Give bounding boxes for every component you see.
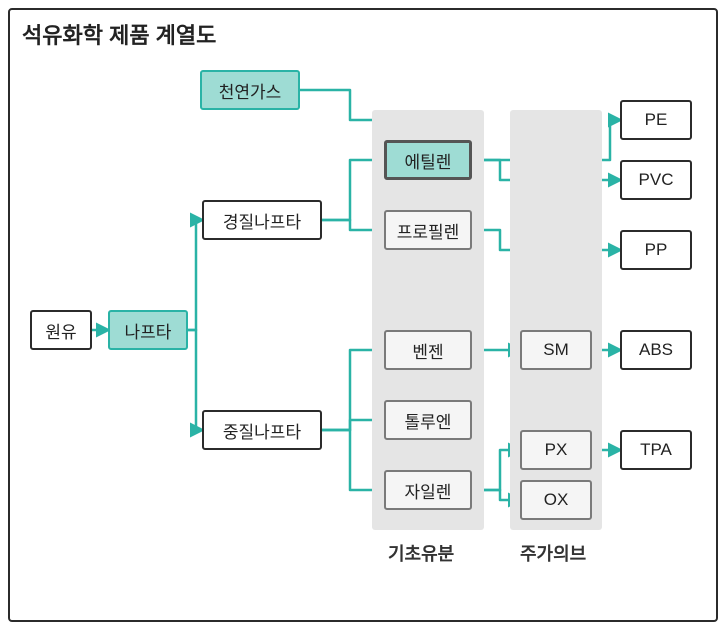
node-propylene: 프로필렌 xyxy=(384,210,472,250)
node-ox: OX xyxy=(520,480,592,520)
node-pe: PE xyxy=(620,100,692,140)
node-pp: PP xyxy=(620,230,692,270)
diagram-title: 석유화학 제품 계열도 xyxy=(22,18,216,50)
node-light-n: 경질나프타 xyxy=(202,200,322,240)
node-benzene: 벤젠 xyxy=(384,330,472,370)
node-crude: 원유 xyxy=(30,310,92,350)
node-abs: ABS xyxy=(620,330,692,370)
node-heavy-n: 중질나프타 xyxy=(202,410,322,450)
column-label-col-basic: 기초유분 xyxy=(388,540,454,566)
node-xylene: 자일렌 xyxy=(384,470,472,510)
column-label-col-add: 주가의브 xyxy=(520,540,586,566)
node-sm: SM xyxy=(520,330,592,370)
node-naphtha: 나프타 xyxy=(108,310,188,350)
node-pvc: PVC xyxy=(620,160,692,200)
node-ethylene: 에틸렌 xyxy=(384,140,472,180)
node-tpa: TPA xyxy=(620,430,692,470)
node-natgas: 천연가스 xyxy=(200,70,300,110)
node-px: PX xyxy=(520,430,592,470)
node-toluene: 톨루엔 xyxy=(384,400,472,440)
